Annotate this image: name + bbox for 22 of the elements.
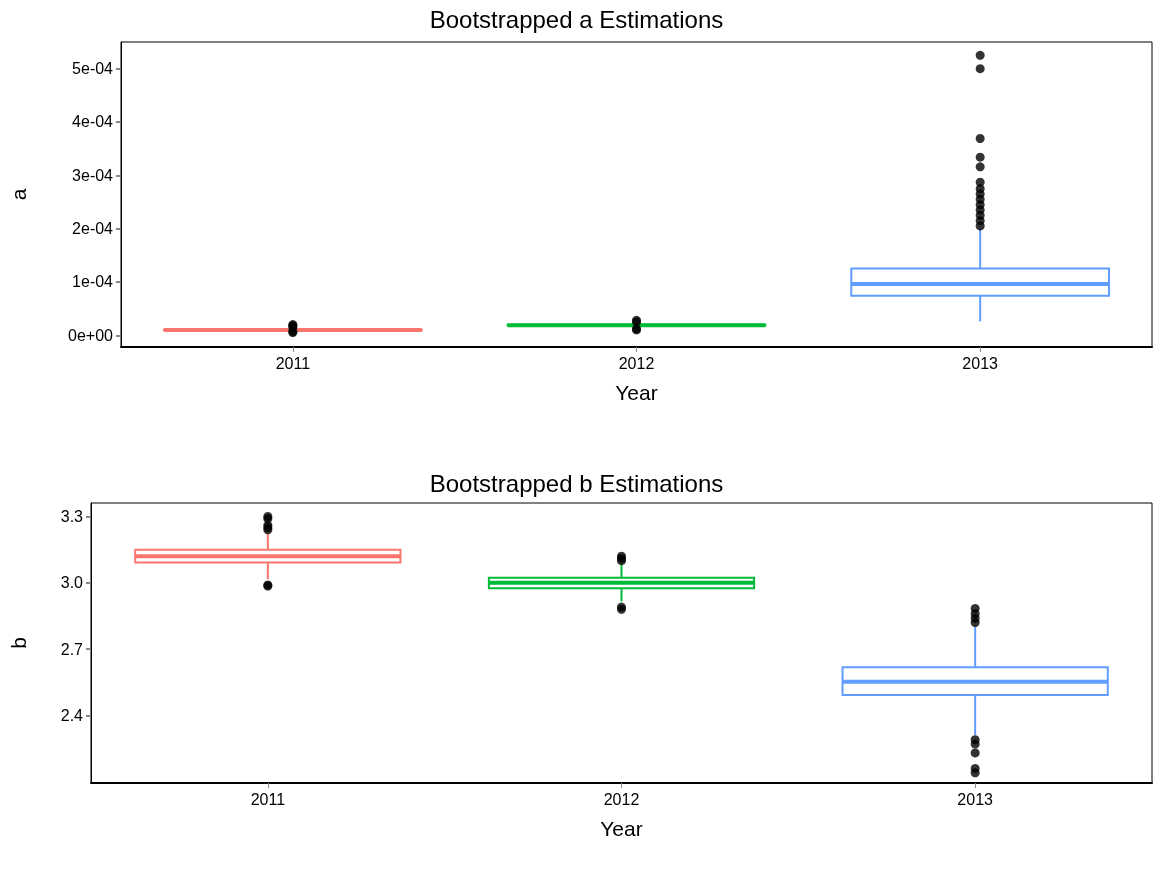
y-axis-title: a: [7, 188, 30, 201]
y-tick-label: 0e+00: [68, 326, 114, 344]
y-tick-label: 5e-04: [72, 60, 114, 78]
y-tick-label: 2e-04: [72, 220, 114, 238]
y-axis-title: b: [7, 637, 30, 649]
x-tick-label: 2012: [603, 790, 640, 808]
chart-title: Bootstrapped a Estimations: [429, 5, 724, 33]
chart-title: Bootstrapped b Estimations: [429, 469, 724, 497]
y-tick-label: 3.3: [60, 507, 84, 525]
y-tick-label: 2.4: [60, 706, 84, 724]
x-tick-label: 2013: [962, 354, 999, 372]
x-axis-title: Year: [615, 381, 658, 404]
x-tick-label: 2012: [618, 354, 655, 372]
y-tick-label: 3e-04: [72, 166, 114, 184]
x-tick-label: 2011: [250, 790, 286, 808]
x-tick-label: 2013: [957, 790, 994, 808]
y-tick-label: 1e-04: [72, 273, 114, 291]
x-axis-title: Year: [600, 817, 643, 840]
y-tick-label: 4e-04: [72, 113, 114, 131]
y-tick-label: 2.7: [60, 640, 84, 658]
x-tick-label: 2011: [275, 354, 311, 372]
y-tick-label: 3.0: [60, 574, 84, 592]
